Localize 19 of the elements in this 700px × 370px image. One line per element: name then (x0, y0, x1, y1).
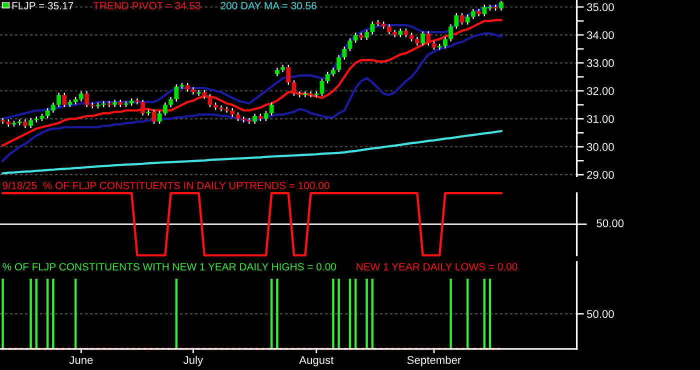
y-tick-label: 29.00 (587, 170, 614, 179)
legend-label: FLJP = 35.17 (12, 2, 74, 10)
text: TREND PIVOT = 34.53 (93, 2, 200, 10)
x-tick-label: August (299, 356, 334, 366)
y-tick-label: 50.00 (586, 310, 614, 318)
x-tick-label: June (69, 356, 93, 364)
x-tick-label: September (407, 356, 461, 366)
y-tick-label: 31.00 (586, 115, 614, 123)
y-tick-label: 34.00 (586, 31, 614, 40)
ref-line-label: 50.00 (596, 219, 624, 228)
text: NEW 1 YEAR DAILY LOWS = 0.00 (356, 263, 518, 270)
series-label: 9/18/25 % OF FLJP CONSTITUENTS IN DAILY UPTRENDS = 100.00 (2, 182, 330, 190)
y-tick-label: 33.00 (586, 59, 614, 68)
y-tick-label: 32.00 (586, 87, 614, 95)
y-tick-label: 35.00 (586, 3, 614, 12)
series-label: % OF FLJP CONSTITUENTS WITH NEW 1 YEAR DAILY HIGHS = 0.00 (2, 263, 336, 270)
x-tick-label: July (183, 356, 204, 366)
y-tick-label: 30.00 (586, 143, 614, 151)
text: 200 DAY MA = 30.56 (220, 2, 316, 10)
